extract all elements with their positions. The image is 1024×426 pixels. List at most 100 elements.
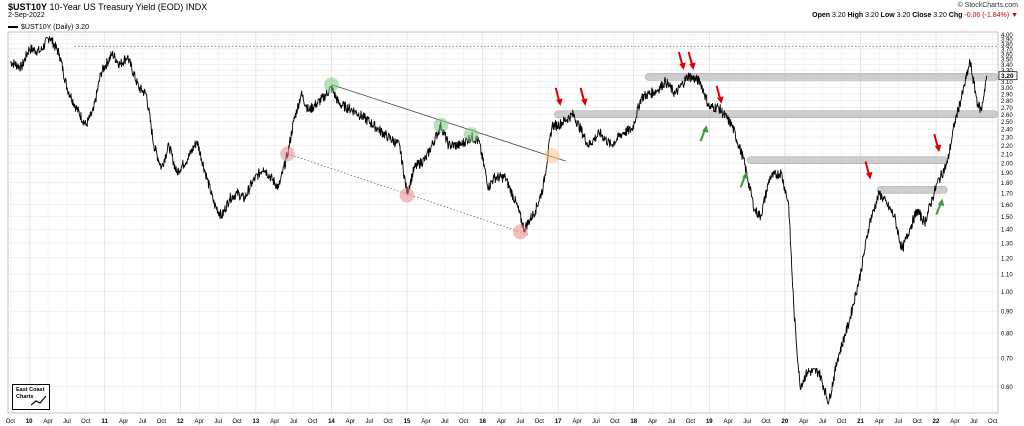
zone-band bbox=[746, 156, 948, 164]
zone-band bbox=[876, 186, 948, 194]
zone-band bbox=[644, 73, 999, 81]
green-up-arrow-icon bbox=[935, 198, 945, 216]
y-tick-label: 2.10 bbox=[1001, 152, 1013, 158]
x-tick-label: Apr bbox=[724, 419, 733, 425]
x-tick-label: 12 bbox=[177, 419, 184, 425]
ohlc-readout: Open 3.20 High 3.20 Low 3.20 Close 3.20 … bbox=[812, 12, 1018, 19]
y-tick-label: 0.60 bbox=[1001, 385, 1013, 391]
x-tick-label: 21 bbox=[857, 419, 864, 425]
x-tick-label: Oct bbox=[81, 419, 91, 425]
x-tick-label: Apr bbox=[648, 419, 657, 425]
y-tick-label: 3.10 bbox=[1001, 80, 1013, 86]
chg-label: Chg bbox=[948, 12, 963, 19]
x-tick-label: Apr bbox=[950, 419, 959, 425]
open-label: Open bbox=[812, 12, 831, 19]
highlight-circle bbox=[512, 224, 528, 240]
green-up-arrow-icon bbox=[699, 125, 709, 142]
x-tick-label: Jul bbox=[517, 419, 525, 425]
legend-swatch bbox=[8, 26, 18, 29]
legend: $UST10Y (Daily) 3.20 bbox=[8, 24, 89, 31]
y-tick-label: 2.30 bbox=[1001, 136, 1013, 142]
plot-area bbox=[7, 31, 999, 414]
y-tick-label: 2.50 bbox=[1001, 120, 1013, 126]
x-tick-label: Apr bbox=[270, 419, 279, 425]
close-label: Close bbox=[912, 12, 932, 19]
x-tick-label: 17 bbox=[555, 419, 562, 425]
logo-chart-icon bbox=[31, 395, 47, 406]
x-tick-label: Oct bbox=[459, 419, 469, 425]
y-tick-label: 2.80 bbox=[1001, 99, 1013, 105]
x-tick-label: Jul bbox=[743, 419, 751, 425]
logo: East Coast Charts bbox=[12, 384, 50, 410]
y-tick-label: 1.80 bbox=[1001, 181, 1013, 187]
y-tick-label: 0.80 bbox=[1001, 332, 1013, 338]
x-tick-label: 15 bbox=[404, 419, 411, 425]
last-value-marker: 3.20 bbox=[998, 71, 1018, 81]
highlight-circle bbox=[463, 127, 479, 143]
x-tick-label: Jul bbox=[668, 419, 676, 425]
green-up-arrow-icon bbox=[739, 171, 749, 188]
x-tick-label: 22 bbox=[933, 419, 940, 425]
x-tick-label: Apr bbox=[119, 419, 128, 425]
x-tick-label: Jul bbox=[441, 419, 449, 425]
x-tick-label: 14 bbox=[328, 419, 335, 425]
x-tick-label: Apr bbox=[799, 419, 808, 425]
logo-line1: East Coast bbox=[16, 387, 45, 393]
chg-value: -0.06 (-1.84%) bbox=[964, 12, 1010, 19]
y-tick-label: 2.40 bbox=[1001, 128, 1013, 134]
high-label: High bbox=[847, 12, 864, 19]
x-tick-label: Oct bbox=[988, 419, 998, 425]
arrow-head bbox=[556, 98, 563, 106]
y-tick-label: 3.70 bbox=[1001, 47, 1013, 53]
y-tick-label: 2.20 bbox=[1001, 144, 1013, 150]
x-tick-label: Apr bbox=[497, 419, 506, 425]
arrow-head bbox=[581, 98, 588, 106]
x-tick-label: 19 bbox=[706, 419, 713, 425]
x-tick-label: Oct bbox=[610, 419, 620, 425]
x-tick-label: Jul bbox=[819, 419, 827, 425]
x-tick-label: Oct bbox=[837, 419, 847, 425]
x-tick-label: Oct bbox=[157, 419, 167, 425]
arrow-head bbox=[717, 96, 724, 104]
low-label: Low bbox=[880, 12, 895, 19]
highlight-circle bbox=[399, 187, 415, 203]
y-tick-label: 2.60 bbox=[1001, 113, 1013, 119]
red-down-arrow-icon bbox=[864, 161, 873, 180]
chart-date: 2-Sep-2022 bbox=[8, 12, 45, 19]
x-tick-label: Oct bbox=[232, 419, 242, 425]
x-tick-label: Apr bbox=[346, 419, 355, 425]
arrow-head bbox=[934, 144, 942, 153]
x-tick-label: Jul bbox=[139, 419, 147, 425]
symbol-name: 10-Year US Treasury Yield (EOD) bbox=[49, 2, 184, 12]
x-tick-label: Jul bbox=[970, 419, 978, 425]
last-value-box bbox=[998, 71, 1018, 81]
x-tick-label: Apr bbox=[875, 419, 884, 425]
legend-label: $UST10Y (Daily) 3.20 bbox=[21, 24, 89, 31]
y-tick-label: 3.40 bbox=[1001, 63, 1013, 69]
y-tick-label: 1.10 bbox=[1001, 272, 1013, 278]
zone-band bbox=[554, 110, 999, 119]
y-tick-label: 0.90 bbox=[1001, 310, 1013, 316]
y-tick-label: 1.00 bbox=[1001, 290, 1013, 296]
logo-line2: Charts bbox=[16, 394, 34, 400]
red-down-arrow-icon bbox=[715, 85, 724, 104]
x-tick-label: Oct bbox=[6, 419, 16, 425]
y-tick-label: 3.90 bbox=[1001, 38, 1013, 44]
y-tick-label: 0.70 bbox=[1001, 356, 1013, 362]
last-value-label: 3.20 bbox=[1001, 73, 1014, 80]
red-down-arrow-icon bbox=[579, 87, 588, 106]
x-tick-label: Jul bbox=[214, 419, 222, 425]
y-tick-label: 2.90 bbox=[1001, 92, 1013, 98]
arrow-head bbox=[866, 171, 873, 180]
x-tick-label: Jul bbox=[290, 419, 298, 425]
close-value: 3.20 bbox=[933, 12, 947, 19]
x-tick-label: Oct bbox=[686, 419, 696, 425]
x-tick-label: Oct bbox=[535, 419, 545, 425]
y-tick-label: 3.50 bbox=[1001, 58, 1013, 64]
highlight-circle bbox=[280, 146, 296, 162]
y-tick-label: 3.00 bbox=[1001, 86, 1013, 92]
y-tick-label: 1.60 bbox=[1001, 203, 1013, 209]
watermark: © StockCharts.com bbox=[957, 2, 1018, 9]
y-tick-label: 1.20 bbox=[1001, 256, 1013, 262]
x-tick-label: 10 bbox=[26, 419, 33, 425]
